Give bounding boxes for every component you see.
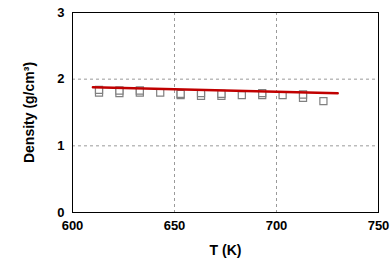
svg-text:600: 600	[62, 218, 84, 233]
svg-text:0: 0	[57, 205, 64, 220]
svg-text:750: 750	[368, 218, 390, 233]
svg-text:1: 1	[57, 138, 64, 153]
svg-text:T (K): T (K)	[210, 242, 242, 258]
svg-text:Density (g/cm³): Density (g/cm³)	[21, 62, 37, 163]
svg-text:650: 650	[164, 218, 186, 233]
svg-text:2: 2	[57, 71, 64, 86]
svg-text:3: 3	[57, 5, 64, 20]
svg-text:700: 700	[266, 218, 288, 233]
